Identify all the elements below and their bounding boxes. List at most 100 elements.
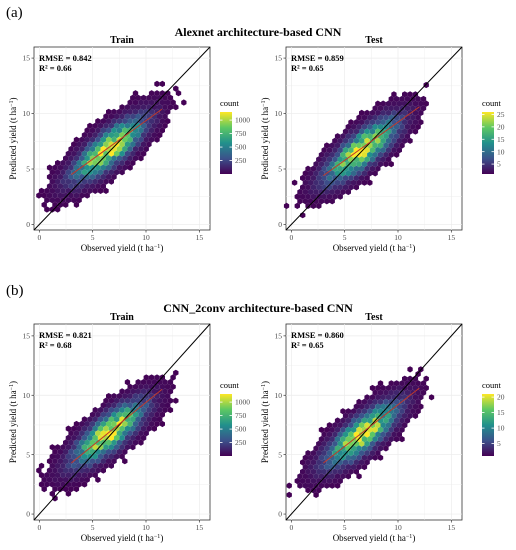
- hexbin-cell: [119, 159, 125, 167]
- hexbin-cell: [138, 136, 144, 143]
- hexbin-cell: [410, 380, 416, 387]
- hexbin-cell: [49, 444, 55, 451]
- hexbin-cell: [326, 422, 333, 429]
- hexbin-cell: [146, 94, 152, 101]
- hexbin-cell: [46, 164, 53, 171]
- hexbin-cell: [81, 462, 88, 469]
- hexbin-cell: [329, 473, 335, 480]
- hexbin-cell: [334, 151, 341, 158]
- y-tick-label: 10: [23, 391, 31, 400]
- hexbin-cell: [340, 417, 346, 424]
- legend-colorbar: [482, 394, 494, 456]
- hexbin-cell: [87, 159, 93, 167]
- hexbin-cell: [340, 473, 346, 480]
- hexbin-cell: [151, 416, 157, 423]
- hexbin-cell: [100, 173, 106, 180]
- hexbin-cell: [132, 136, 139, 143]
- hexbin-cell: [73, 476, 80, 483]
- hexbin-cell: [84, 192, 90, 199]
- hexbin-cell: [73, 420, 80, 428]
- hexbin-cell: [361, 454, 368, 461]
- hexbin-cell: [369, 450, 376, 457]
- hexbin-cell: [170, 99, 176, 106]
- hexbin-cell: [348, 184, 354, 191]
- hexbin-cell: [49, 462, 55, 469]
- hexbin-cell: [380, 384, 386, 392]
- hexbin-cell: [49, 490, 55, 497]
- hexbin-cell: [396, 431, 402, 438]
- y-tick-label: 5: [26, 450, 30, 459]
- hexbin-cell: [124, 150, 131, 157]
- hexbin-cell: [353, 137, 359, 144]
- hexbin-cell: [412, 128, 419, 135]
- hexbin-cell: [57, 467, 63, 474]
- hexbin-cell: [345, 463, 351, 471]
- hexbin-cell: [97, 122, 104, 129]
- x-tick-label: 5: [343, 523, 347, 532]
- hexbin-cell: [130, 397, 136, 404]
- hexbin-cell: [119, 150, 125, 157]
- hexbin-cell: [162, 104, 168, 111]
- hexbin-cell: [119, 104, 125, 111]
- hexbin-cell: [138, 430, 144, 437]
- hexbin-cell: [73, 467, 80, 474]
- hexbin-cell: [124, 425, 131, 432]
- hexbin-cell: [372, 123, 378, 130]
- hexbin-cell: [399, 133, 405, 140]
- hexbin-cell: [308, 454, 314, 461]
- hexbin-cell: [391, 412, 397, 419]
- r2-label: R² = 0.65: [291, 63, 324, 73]
- hexbin-cell: [162, 113, 168, 120]
- hexbin-cell: [119, 169, 125, 176]
- hexbin-cell: [76, 141, 82, 148]
- hexbin-cell: [165, 393, 171, 400]
- hexbin-cell: [385, 147, 392, 154]
- hexbin-cell: [159, 80, 165, 87]
- hexbin-cell: [364, 128, 370, 135]
- hexbin-cell: [313, 179, 319, 186]
- hexbin-cell: [332, 147, 338, 154]
- hexbin-cell: [404, 389, 411, 396]
- hexbin-cell: [122, 439, 128, 446]
- hexbin-cell: [60, 159, 66, 167]
- hexbin-cell: [342, 422, 349, 429]
- hexbin-cell: [361, 133, 368, 140]
- hexbin-cell: [108, 169, 114, 176]
- grid-lines: [286, 324, 462, 520]
- hexbin-cell: [305, 450, 311, 457]
- hexbin-cell: [345, 426, 351, 433]
- hexbin-cell: [286, 491, 292, 498]
- hexbin-cell: [55, 444, 61, 451]
- hexbin-cell: [402, 412, 408, 419]
- hexbin-cell: [122, 108, 128, 115]
- hexbin-cell: [167, 379, 174, 386]
- hexbin-cell: [135, 113, 141, 120]
- hexbin-cell: [148, 393, 155, 400]
- hexbin-cell: [420, 105, 427, 112]
- hexbin-cell: [46, 458, 53, 465]
- hexbin-cell: [132, 99, 139, 106]
- hexbin-cell: [143, 402, 149, 409]
- hexbin-cell: [396, 422, 402, 429]
- hexbin-cell: [310, 459, 317, 466]
- hexbin-cell: [361, 445, 368, 452]
- hexbin-cell: [92, 416, 98, 423]
- hexbin-cell: [114, 169, 120, 176]
- hexbin-cell: [367, 445, 373, 452]
- hexbin-cell: [334, 445, 341, 452]
- hexbin-cell: [79, 192, 85, 199]
- hexbin-cell: [73, 192, 80, 199]
- hexbin-cell: [151, 388, 157, 395]
- hexbin-cell: [332, 193, 338, 200]
- hexbin-cell: [393, 142, 400, 149]
- y-axis-label: Predicted yield (t ha−1): [8, 97, 18, 179]
- hexbin-cell: [367, 133, 373, 140]
- hexbin-cell: [81, 187, 88, 194]
- hexbin-cell: [79, 476, 85, 483]
- hexbin-cell: [44, 187, 50, 194]
- y-tick-label: 10: [275, 109, 283, 118]
- hexbin-cell: [377, 380, 384, 387]
- hexbin-cell: [310, 468, 317, 475]
- hexbin-cell: [87, 150, 93, 157]
- hexbin-cell: [167, 94, 174, 101]
